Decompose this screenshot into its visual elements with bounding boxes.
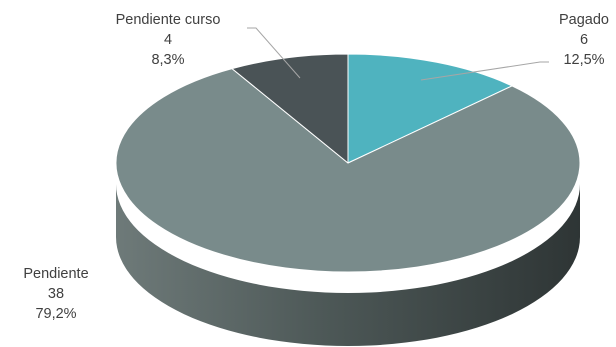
pie-side-wall (116, 184, 580, 346)
label-pendiente-curso-value: 4 (164, 32, 172, 48)
label-pagado-percent: 12,5% (563, 52, 604, 68)
label-pendiente-curso-name: Pendiente curso (116, 12, 221, 28)
leader-line-pendiente-curso (247, 27, 301, 79)
label-pendiente-value: 38 (48, 286, 64, 302)
data-label-pendiente: Pendiente 38 79,2% (23, 266, 88, 322)
label-pagado-value: 6 (580, 32, 588, 48)
label-pagado-name: Pagado (559, 12, 609, 28)
data-label-pendiente-curso: Pendiente curso 4 8,3% (116, 12, 221, 68)
label-pendiente-percent: 79,2% (35, 306, 76, 322)
data-label-pagado: Pagado 6 12,5% (559, 12, 609, 68)
label-pendiente-name: Pendiente (23, 266, 88, 282)
label-pendiente-curso-percent: 8,3% (151, 52, 184, 68)
pie-slice-pendiente (115, 68, 581, 273)
pie-slice-pendiente-curso (231, 53, 349, 164)
leader-line-pagado (420, 61, 549, 81)
pie-slice-pagado (347, 53, 513, 164)
